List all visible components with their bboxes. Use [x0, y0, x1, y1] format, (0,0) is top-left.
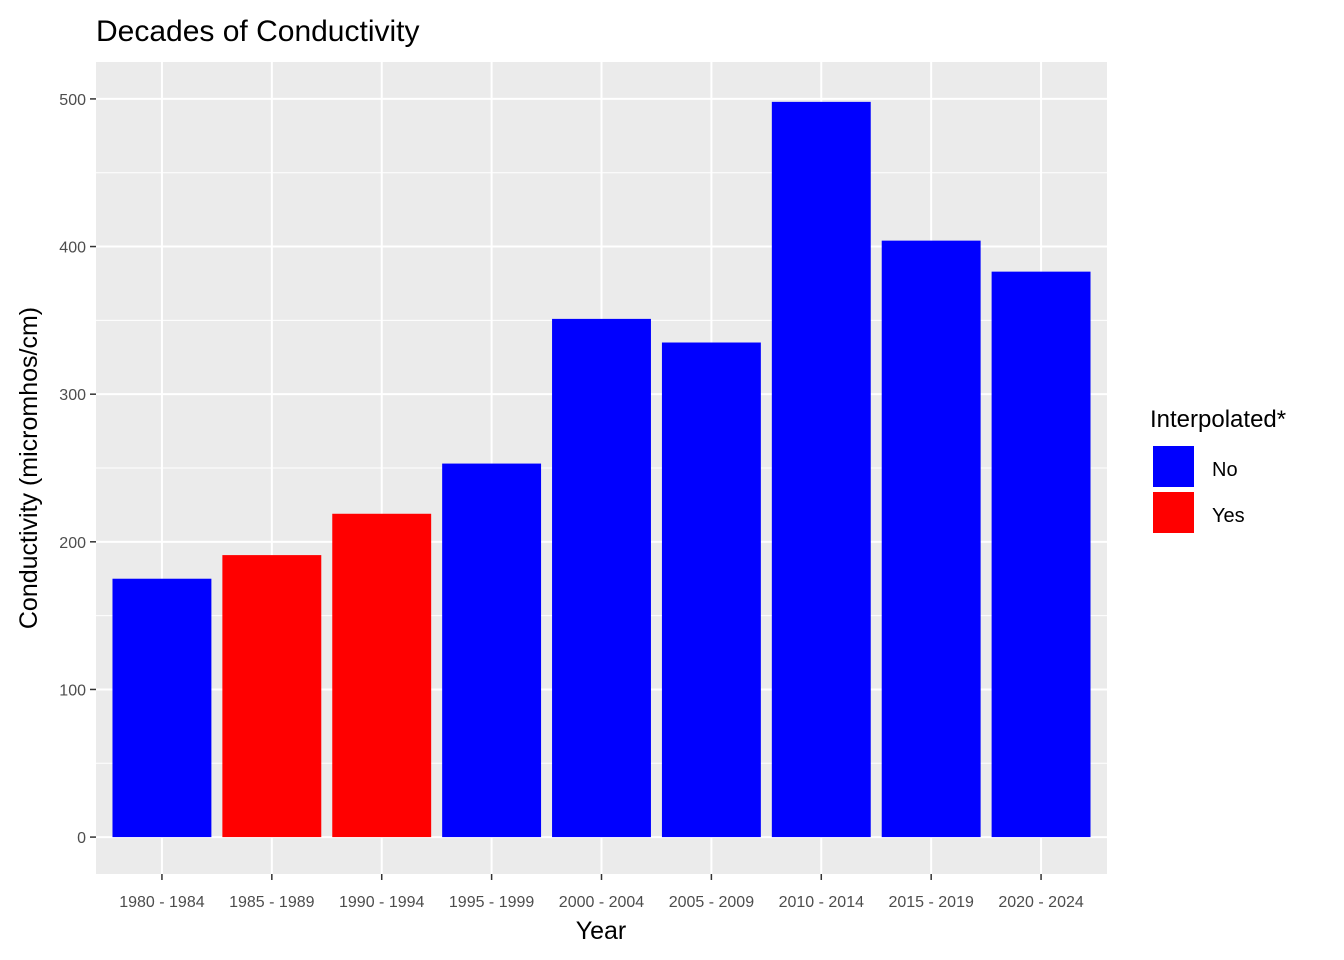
- x-tick-label: 2015 - 2019: [888, 894, 974, 911]
- legend-label-no: No: [1212, 459, 1238, 481]
- y-axis-title: Conductivity (micromhos/cm): [15, 307, 43, 629]
- x-tick-label: 2005 - 2009: [669, 894, 755, 911]
- x-tick-label: 2020 - 2024: [998, 894, 1084, 911]
- y-tick-label: 100: [59, 682, 86, 699]
- x-tick-label: 1980 - 1984: [119, 894, 205, 911]
- bar-4: [552, 318, 651, 838]
- y-axis: 0 100 200 300 400 500: [59, 92, 96, 847]
- y-tick-label: 300: [59, 387, 86, 404]
- bars: [112, 101, 1091, 838]
- bar-8: [991, 271, 1091, 838]
- bar-5: [661, 342, 761, 838]
- bar-0: [112, 578, 212, 838]
- bar-1: [222, 555, 322, 838]
- y-tick-label: 0: [77, 830, 86, 847]
- y-tick-label: 400: [59, 240, 86, 257]
- x-tick-label: 2010 - 2014: [779, 894, 865, 911]
- bar-3: [442, 463, 542, 838]
- legend: Interpolated* No Yes: [1150, 406, 1286, 535]
- x-tick-label: 1990 - 1994: [339, 894, 425, 911]
- x-axis-title: Year: [576, 917, 627, 945]
- x-tick-label: 2000 - 2004: [559, 894, 645, 911]
- x-tick-label: 1985 - 1989: [229, 894, 315, 911]
- bar-2: [332, 513, 432, 838]
- chart-title: Decades of Conductivity: [96, 15, 420, 48]
- x-tick-label: 1995 - 1999: [449, 894, 535, 911]
- x-axis: 1980 - 1984 1985 - 1989 1990 - 1994 1995 - …: [119, 874, 1084, 911]
- legend-label-yes: Yes: [1212, 505, 1245, 527]
- y-tick-label: 500: [59, 92, 86, 109]
- y-tick-label: 200: [59, 535, 86, 552]
- bar-7: [881, 240, 981, 838]
- legend-swatch-no: [1151, 444, 1196, 489]
- legend-title: Interpolated*: [1150, 406, 1286, 433]
- legend-swatch-yes: [1151, 490, 1196, 535]
- bar-6: [771, 101, 871, 838]
